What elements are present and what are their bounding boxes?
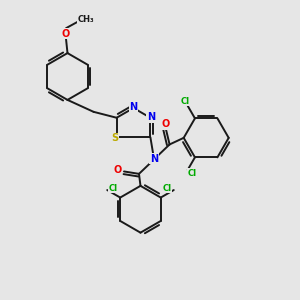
Text: O: O [113, 165, 122, 175]
Text: CH₃: CH₃ [78, 15, 94, 24]
Text: O: O [62, 28, 70, 39]
Text: Cl: Cl [163, 184, 172, 193]
Text: N: N [147, 112, 155, 122]
Text: Cl: Cl [181, 97, 190, 106]
Text: O: O [161, 119, 169, 129]
Text: Cl: Cl [188, 169, 196, 178]
Text: N: N [129, 102, 138, 112]
Text: Cl: Cl [109, 184, 118, 193]
Text: N: N [150, 154, 158, 164]
Text: S: S [112, 133, 119, 143]
